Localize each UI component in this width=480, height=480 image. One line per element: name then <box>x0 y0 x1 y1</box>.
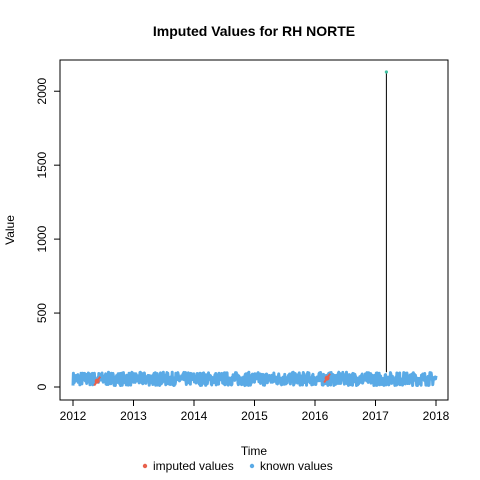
legend-marker <box>142 463 148 469</box>
y-tick-label: 2000 <box>35 78 49 105</box>
known-values-line <box>72 376 437 383</box>
x-tick-label: 2013 <box>120 409 147 423</box>
spike-point <box>384 70 388 74</box>
chart-title: Imputed Values for RH NORTE <box>153 23 355 39</box>
x-axis: 2012 2013 2014 2015 2016 2017 2018 <box>60 399 450 423</box>
known-values-band <box>71 370 438 388</box>
x-axis-label: Time <box>241 444 268 458</box>
imputed-mark <box>323 373 331 384</box>
x-tick-label: 2012 <box>60 409 87 423</box>
y-tick-label: 1500 <box>35 151 49 178</box>
legend-label: known values <box>260 459 333 473</box>
x-tick-label: 2015 <box>241 409 268 423</box>
y-tick-label: 500 <box>35 303 49 323</box>
y-axis-label: Value <box>3 215 17 245</box>
legend-label: imputed values <box>153 459 234 473</box>
plot-frame <box>59 59 449 401</box>
imputed-mark <box>93 376 102 387</box>
y-tick-label: 1000 <box>35 225 49 252</box>
x-tick-label: 2014 <box>181 409 208 423</box>
y-tick-label: 0 <box>35 383 49 390</box>
x-tick-label: 2017 <box>362 409 389 423</box>
legend-marker <box>249 463 255 469</box>
data-layer <box>71 70 438 388</box>
legend: imputed values known values <box>142 459 333 473</box>
y-axis: 0 500 1000 1500 2000 <box>35 78 61 390</box>
x-tick-label: 2016 <box>302 409 329 423</box>
x-tick-label: 2018 <box>423 409 450 423</box>
